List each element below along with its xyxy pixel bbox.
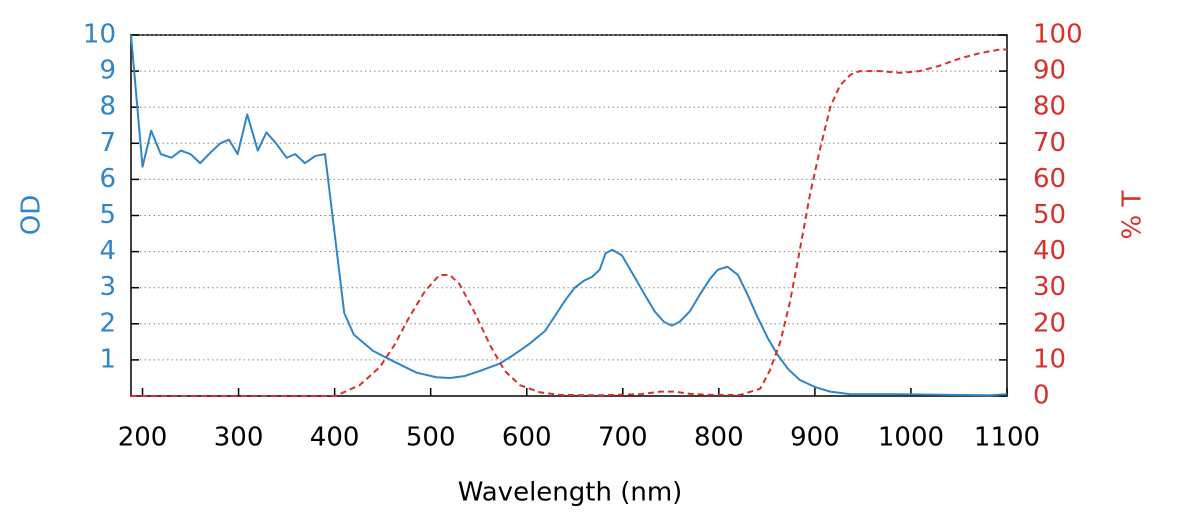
x-axis-label: Wavelength (nm) [458,478,683,508]
y-tick-label: 2 [99,308,116,338]
y2-tick-label: 50 [1033,200,1066,230]
x-tick-label: 500 [406,423,456,453]
x-tick-label: 400 [310,423,360,453]
y2-tick-label: 10 [1033,344,1066,374]
y-tick-label: 8 [99,92,116,122]
x-tick-label: 200 [118,423,168,453]
y-tick-label: 9 [99,56,116,86]
y2-tick-label: 30 [1033,272,1066,302]
y2-tick-label: 40 [1033,236,1066,266]
y2-tick-label: 60 [1033,164,1066,194]
series-line [130,34,1008,397]
y-tick-label: 10 [83,20,116,50]
x-tick-label: 700 [598,423,648,453]
x-tick-label: 300 [214,423,264,453]
x-tick-label: 1000 [878,423,944,453]
y2-tick-label: 20 [1033,308,1066,338]
y-tick-label: 6 [99,164,116,194]
x-tick-label: 900 [790,423,840,453]
y2-tick-label: 80 [1033,92,1066,122]
y2-tick-label: 70 [1033,128,1066,158]
y-tick-label: 1 [99,344,116,374]
y-tick-label: 3 [99,272,116,302]
y-tick-label: 4 [99,236,116,266]
y2-tick-label: 0 [1033,381,1050,411]
y2-tick-label: 90 [1033,56,1066,86]
y-axis-label: OD [17,195,47,236]
x-tick-label: 600 [502,423,552,453]
series-line [131,48,1007,397]
x-tick-label: 1100 [974,423,1040,453]
x-tick-label: 800 [694,423,744,453]
y2-axis-label: % T [1118,190,1148,239]
y-tick-label: 7 [99,128,116,158]
y-tick-label: 5 [99,200,116,230]
y2-tick-label: 100 [1033,20,1083,50]
